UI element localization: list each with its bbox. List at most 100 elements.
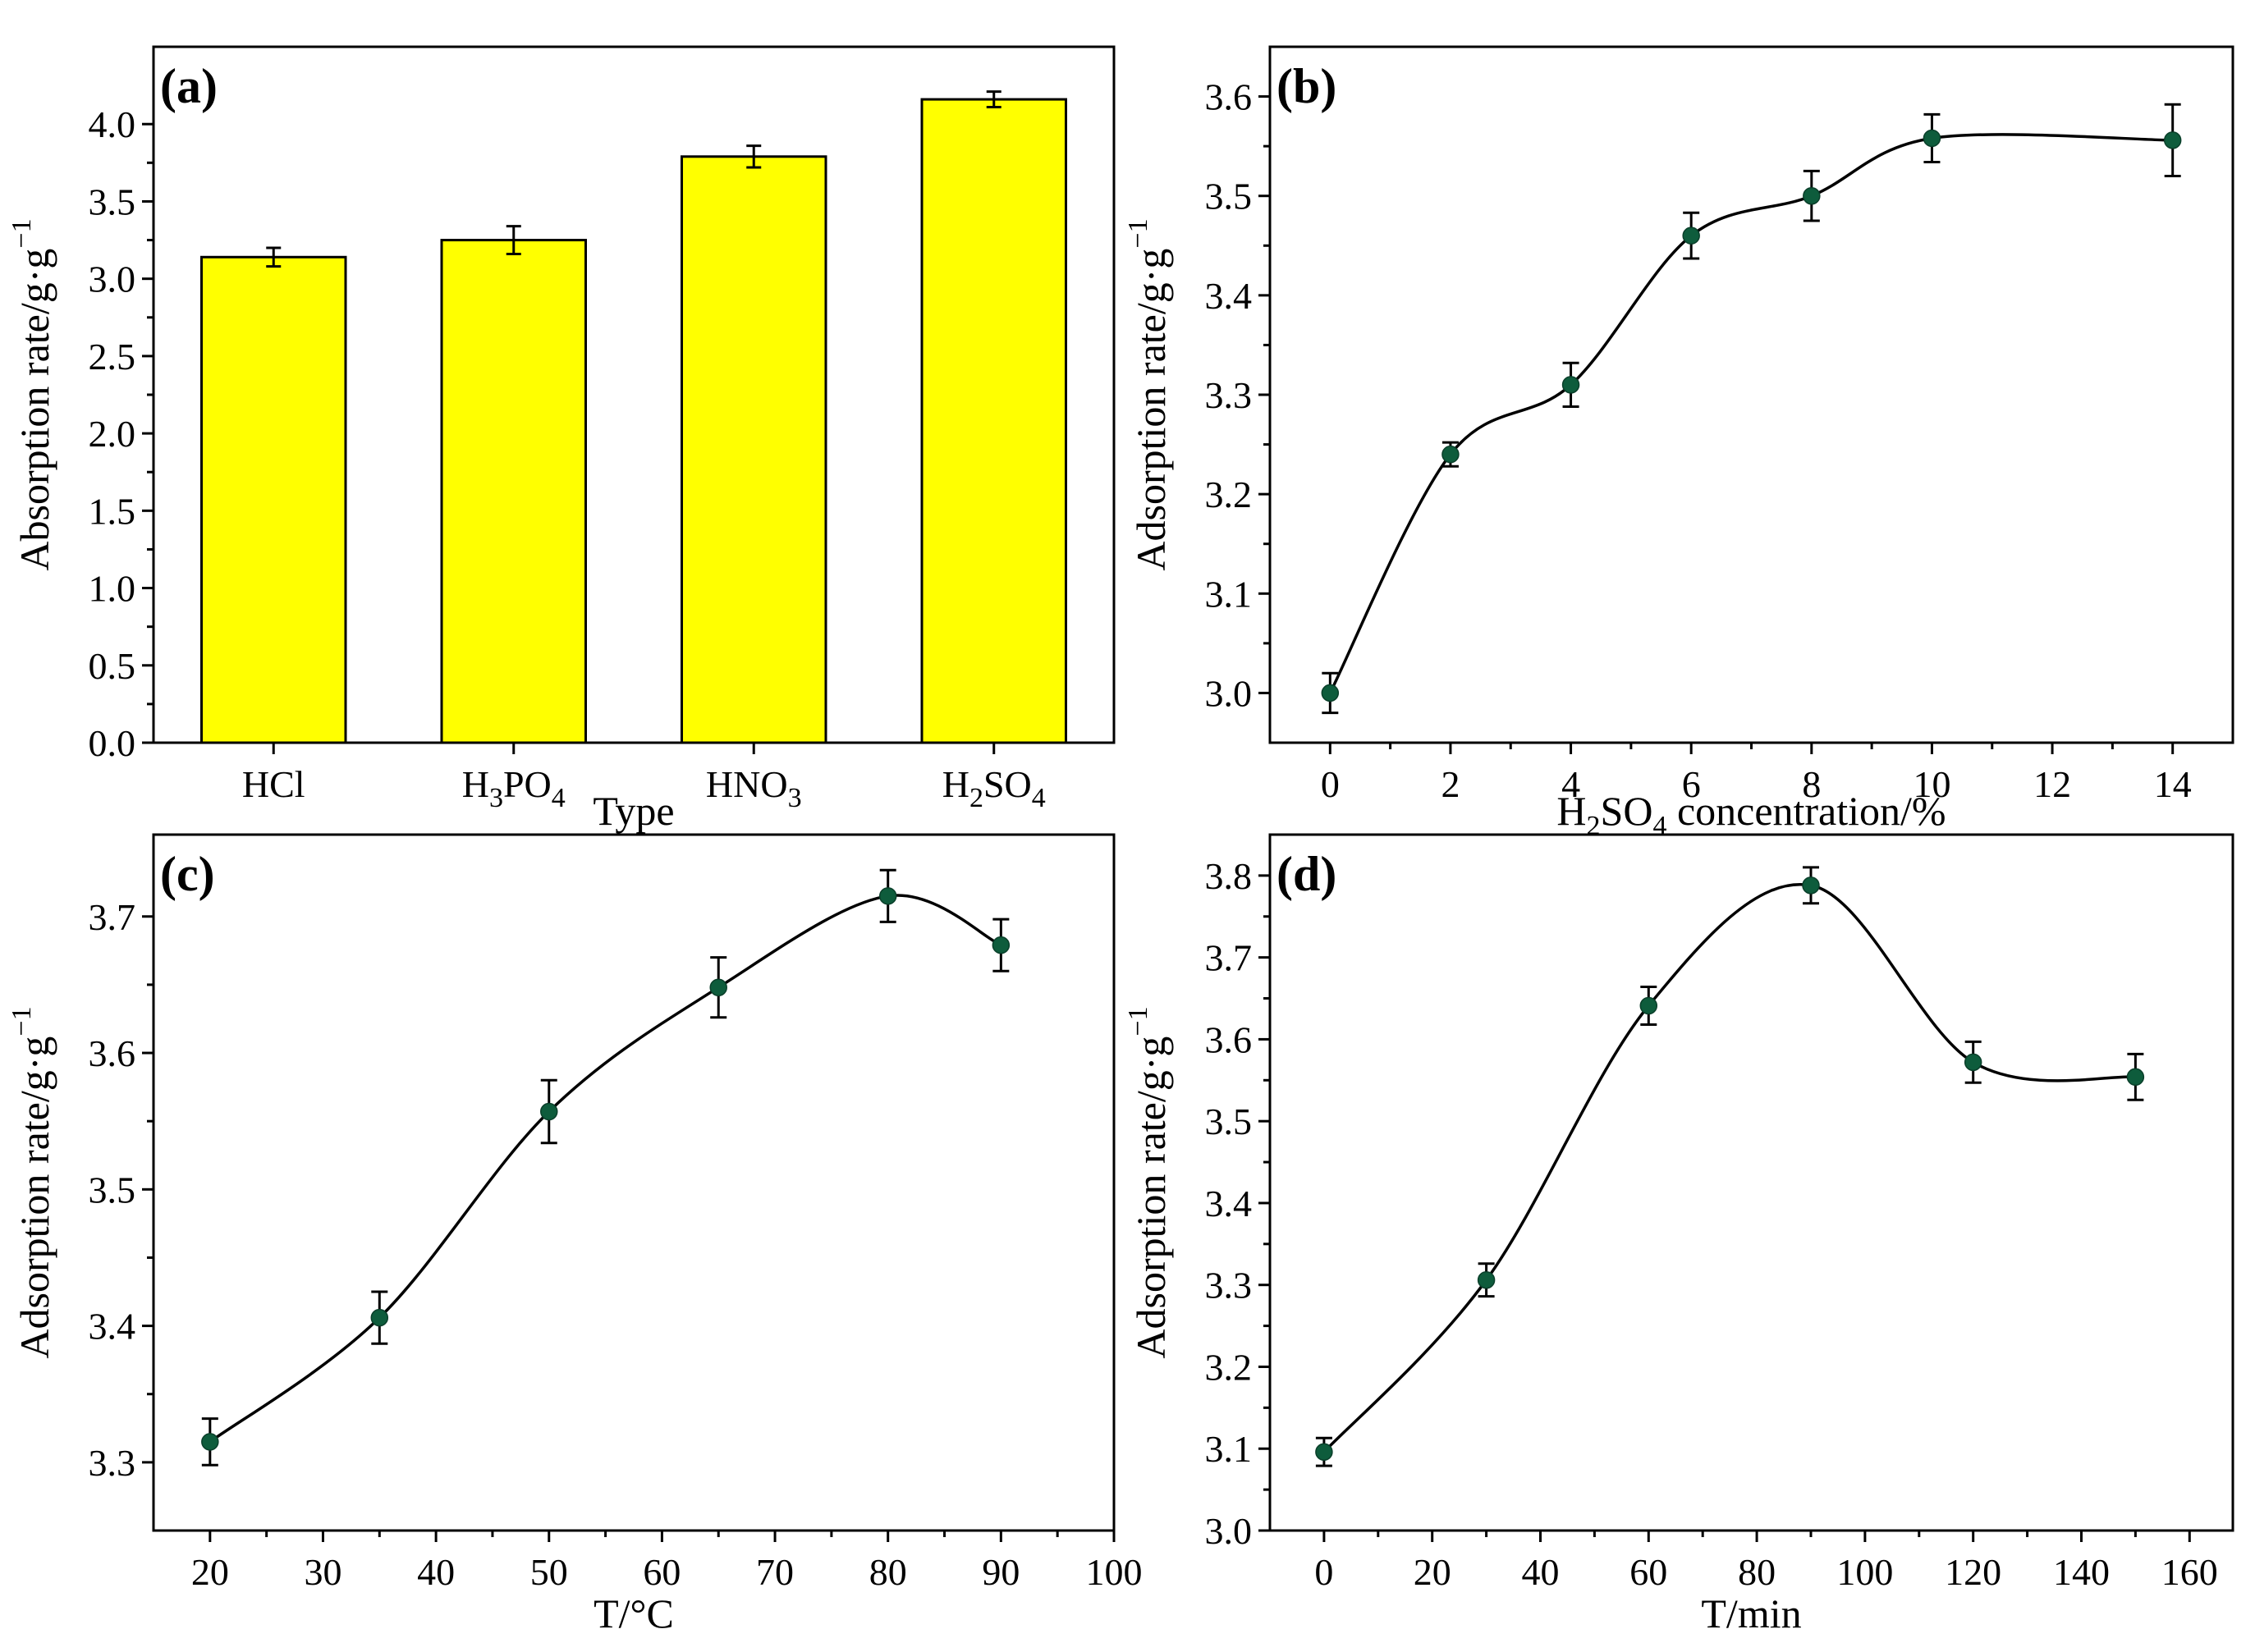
bar [200, 255, 347, 744]
x-tick-label: 8 [1802, 763, 1821, 805]
y-tick-label: 3.3 [89, 1442, 136, 1484]
data-point [540, 1102, 558, 1121]
x-tick-label: 12 [2033, 763, 2071, 805]
plot-frame [1268, 833, 2234, 1532]
x-tick-label: 30 [304, 1551, 341, 1593]
data-point [878, 887, 897, 905]
series-line [209, 894, 1002, 1444]
x-tick-label: 40 [1521, 1551, 1559, 1593]
y-tick-label: 2.0 [89, 413, 136, 455]
y-tick-label: 3.1 [1205, 1428, 1253, 1470]
x-tick-label: 80 [869, 1551, 907, 1593]
y-axis-label-text: Adsorption rate/g·g−1 [1123, 1006, 1174, 1358]
bar [920, 98, 1067, 744]
y-tick-label: 3.8 [1205, 855, 1253, 897]
y-tick-label: 3.0 [89, 259, 136, 300]
y-tick-label: 3.5 [1205, 176, 1253, 217]
x-tick-label: 6 [1682, 763, 1701, 805]
y-tick-label: 3.7 [89, 896, 136, 938]
x-tick-label: 40 [417, 1551, 455, 1593]
plot-frame [1268, 45, 2234, 744]
y-tick-label: 3.7 [1205, 937, 1253, 979]
y-tick-label: 3.4 [1205, 1183, 1253, 1224]
x-axis-label: Type [593, 788, 674, 834]
data-point [370, 1308, 389, 1327]
y-tick-label: 3.1 [1205, 573, 1253, 615]
x-tick-label: HCl [242, 763, 305, 805]
panel-c: 3.3 3.4 3.5 3.6 3.7 (c) Adsorption rate/g·g−1 2… [7, 833, 1143, 1636]
y-tick-label: 0.5 [89, 645, 136, 687]
data-point [992, 936, 1011, 954]
y-tick-label: 3.2 [1205, 474, 1253, 515]
x-tick-label: HNO3 [706, 763, 802, 813]
x-tick-label: 20 [1414, 1551, 1451, 1593]
y-tick-label: 3.5 [89, 1169, 136, 1210]
y-tick-label: 2.5 [89, 336, 136, 378]
x-tick-label: 70 [756, 1551, 794, 1593]
x-tick-label: 140 [2053, 1551, 2110, 1593]
panel-label: (b) [1276, 59, 1336, 113]
x-tick-label: 60 [643, 1551, 681, 1593]
y-tick-label: 1.0 [89, 568, 136, 610]
y-axis-label-text: Adsorption rate/g·g−1 [1123, 218, 1174, 570]
y-tick-label: 3.2 [1205, 1346, 1253, 1388]
y-axis-label: Adsorption rate/g·g−1 [7, 1006, 57, 1358]
x-tick-label: 10 [1913, 763, 1950, 805]
series-line [1322, 883, 2136, 1453]
panel-label: (d) [1276, 847, 1336, 901]
x-tick-label: 0 [1321, 763, 1340, 805]
y-tick-label: 3.3 [1205, 1265, 1253, 1306]
data-point [1964, 1053, 1982, 1072]
y-axis-label: Adsorption rate/g·g−1 [1123, 1006, 1174, 1358]
panel-d: 3.0 3.1 3.2 3.3 3.4 3.5 3.6 3.7 3.8 (d) Adsorption… [1123, 833, 2234, 1636]
data-point [1802, 876, 1820, 895]
y-tick-label: 3.0 [1205, 1510, 1253, 1552]
x-axis-label: T/°C [594, 1590, 674, 1636]
x-tick-label: 0 [1314, 1551, 1333, 1593]
data-point [201, 1433, 219, 1451]
panel-label: (c) [160, 847, 215, 901]
x-tick-label: 100 [1086, 1551, 1143, 1593]
x-tick-label: 20 [191, 1551, 229, 1593]
y-tick-label: 3.6 [1205, 1018, 1253, 1060]
x-tick-label: 80 [1738, 1551, 1776, 1593]
x-axis-label: H2SO4 concentration/% [1556, 788, 1946, 841]
data-point [1315, 1443, 1333, 1461]
data-point [1561, 376, 1580, 394]
y-tick-label: 3.4 [1205, 275, 1253, 317]
panel-a: 0.0 0.5 1.0 1.5 2.0 2.5 3.0 3.5 4.0 (a) Absorption… [7, 45, 1116, 834]
y-axis-label-text: Absorption rate/g·g−1 [7, 218, 57, 570]
y-tick-label: 3.6 [1205, 76, 1253, 118]
data-point [2126, 1068, 2145, 1087]
y-tick-label: 3.6 [89, 1032, 136, 1074]
panel-b: 3.0 3.1 3.2 3.3 3.4 3.5 3.6 (b) Adsorption rate/… [1123, 45, 2234, 841]
y-tick-label: 3.5 [89, 181, 136, 222]
y-tick-label: 4.0 [89, 103, 136, 145]
bar [440, 239, 587, 744]
data-point [1923, 129, 1941, 148]
y-tick-label: 3.5 [1205, 1101, 1253, 1142]
x-axis-label: T/min [1701, 1590, 1801, 1636]
x-tick-label: 120 [1945, 1551, 2001, 1593]
x-tick-label: 2 [1441, 763, 1460, 805]
data-point [1321, 684, 1340, 702]
panel-label: (a) [160, 59, 218, 113]
data-point [2163, 131, 2182, 149]
x-tick-label: 100 [1836, 1551, 1893, 1593]
y-tick-label: 3.4 [89, 1306, 136, 1348]
x-tick-label: 160 [2161, 1551, 2218, 1593]
y-axis-label: Adsorption rate/g·g−1 [1123, 218, 1174, 570]
y-axis-label-text: Adsorption rate/g·g−1 [7, 1006, 57, 1358]
x-tick-label: 60 [1629, 1551, 1667, 1593]
plot-frame [152, 833, 1116, 1532]
y-tick-label: 1.5 [89, 490, 136, 532]
data-point [1639, 996, 1658, 1015]
x-tick-label: 50 [530, 1551, 568, 1593]
x-tick-label: 90 [982, 1551, 1020, 1593]
y-tick-label: 3.0 [1205, 672, 1253, 714]
y-tick-label: 0.0 [89, 722, 136, 764]
series-line [1328, 133, 2173, 694]
x-tick-label: 4 [1561, 763, 1580, 805]
y-tick-label: 3.3 [1205, 374, 1253, 416]
